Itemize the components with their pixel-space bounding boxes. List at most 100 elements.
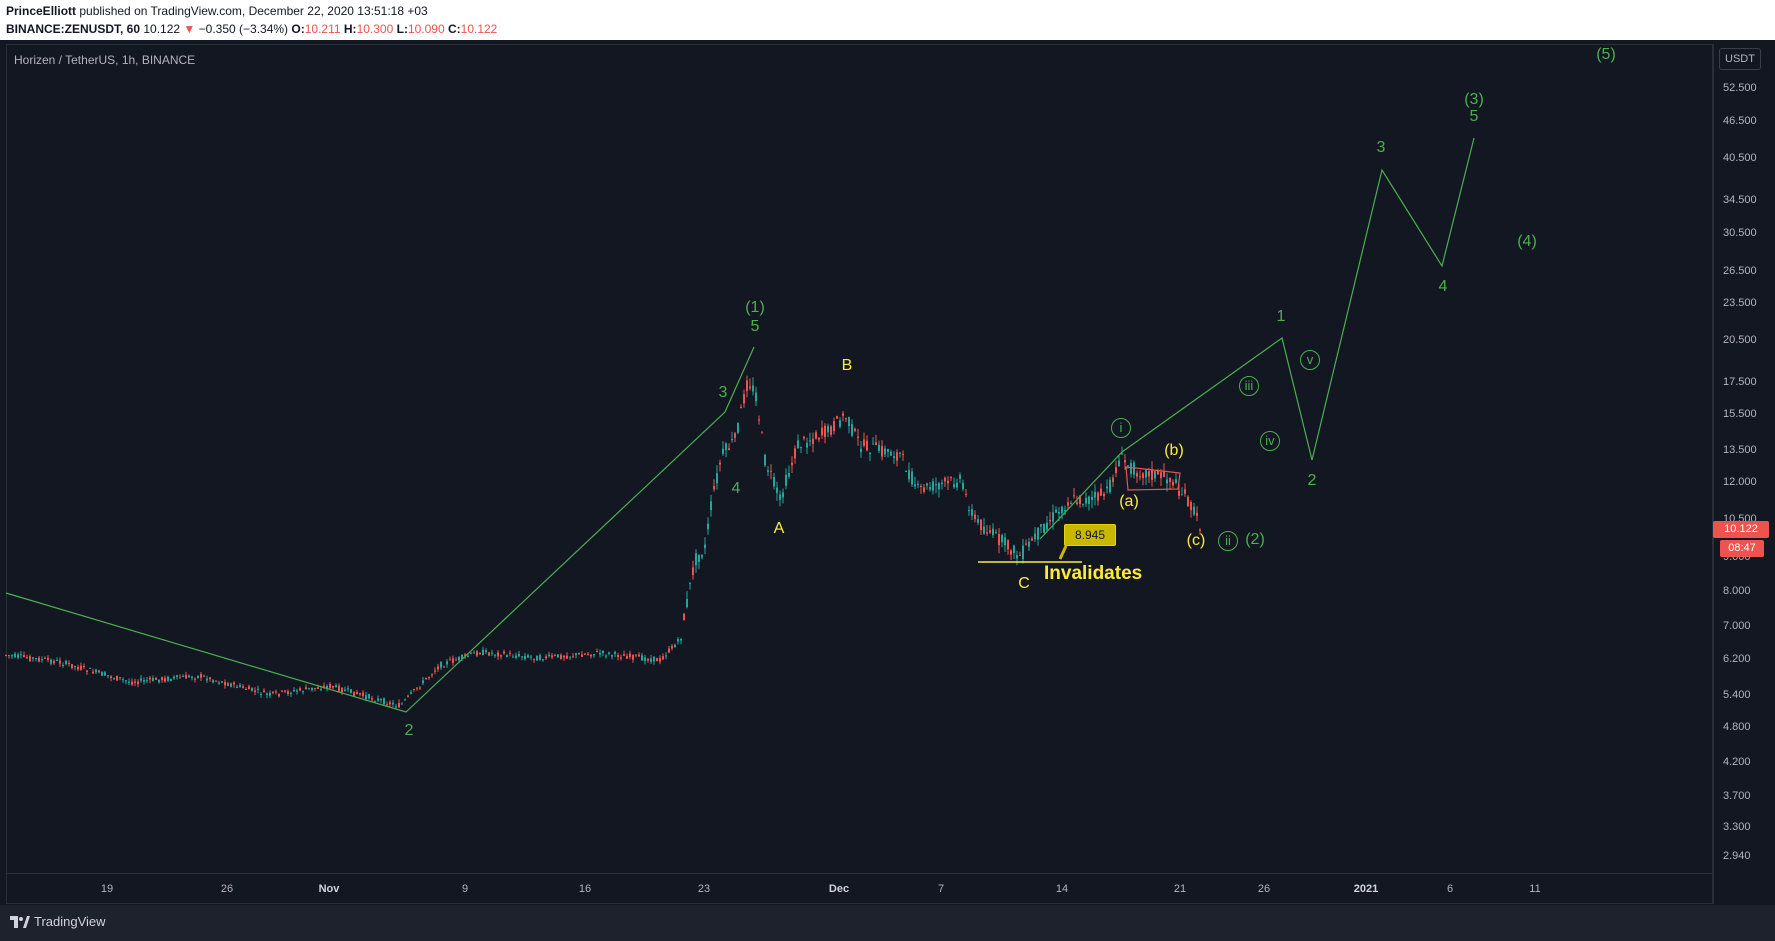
candle-body: [956, 482, 958, 488]
price-tick: 8.000: [1723, 585, 1751, 597]
candle-body: [662, 656, 664, 660]
candle-body: [746, 380, 748, 391]
candle-body: [434, 670, 436, 672]
candle-body: [17, 654, 19, 658]
circled-wave-label: iv: [1260, 431, 1280, 451]
candle-body: [140, 678, 142, 681]
candle-body: [608, 652, 610, 654]
price-tick: 5.400: [1723, 689, 1751, 701]
price-callout[interactable]: 8.945: [1064, 524, 1116, 546]
candle-body: [74, 665, 76, 667]
candle-body: [173, 676, 175, 679]
candle-body: [491, 652, 493, 654]
candle-body: [719, 462, 721, 465]
publish-info: published on TradingView.com, December 2…: [79, 4, 428, 18]
price-tick: 13.500: [1723, 444, 1757, 456]
candle-body: [791, 462, 793, 466]
candle-body: [803, 436, 805, 439]
candle-body: [782, 492, 784, 498]
tradingview-logo-icon[interactable]: [10, 914, 30, 930]
candle-body: [368, 694, 370, 699]
currency-button[interactable]: USDT: [1719, 48, 1761, 70]
candle-body: [476, 651, 478, 656]
candle-body: [713, 485, 715, 490]
candle-body: [320, 689, 322, 691]
price-scale[interactable]: [1713, 44, 1775, 904]
time-axis[interactable]: [6, 873, 1713, 906]
candle-body: [1061, 506, 1063, 514]
candle-body: [965, 493, 967, 495]
wave-label: (b): [1164, 442, 1184, 459]
candle-body: [998, 533, 1000, 546]
candle-body: [263, 690, 265, 693]
tradingview-brand[interactable]: TradingView: [34, 914, 106, 929]
candle-body: [647, 658, 649, 661]
wave-label: (5): [1596, 46, 1616, 63]
candle-body: [1019, 554, 1021, 556]
publisher-name[interactable]: PrinceElliott: [6, 4, 77, 18]
candle-body: [599, 652, 601, 655]
candle-body: [857, 436, 859, 438]
candle-body: [635, 654, 637, 656]
candle-body: [26, 657, 28, 659]
symbol-name[interactable]: BINANCE:ZENUSDT, 60: [6, 22, 141, 36]
candle-body: [446, 661, 448, 665]
candle-body: [458, 656, 460, 661]
candlestick-series: [5, 375, 1201, 710]
candle-body: [44, 657, 46, 659]
candle-body: [8, 655, 10, 657]
wave-label: (4): [1517, 233, 1537, 250]
candle-body: [1055, 509, 1057, 513]
candle-body: [854, 428, 856, 431]
candle-body: [815, 432, 817, 439]
price-tick: 34.500: [1723, 194, 1757, 206]
candle-body: [665, 655, 667, 657]
candle-body: [917, 483, 919, 485]
candle-body: [1187, 496, 1189, 507]
candle-body: [287, 691, 289, 695]
price-tick: 12.000: [1723, 476, 1757, 488]
candle-body: [704, 544, 706, 549]
candle-body: [884, 448, 886, 455]
candle-body: [653, 656, 655, 662]
candle-body: [947, 480, 949, 484]
candle-body: [146, 680, 148, 682]
candle-body: [743, 394, 745, 404]
candle-body: [572, 656, 574, 658]
candle-body: [707, 523, 709, 530]
candle-body: [152, 677, 154, 681]
time-tick: 16: [578, 883, 592, 895]
candle-body: [1010, 550, 1012, 555]
symbol-line: BINANCE:ZENUSDT, 60 10.122 ▼ −0.350 (−3.…: [6, 22, 497, 36]
candle-body: [515, 655, 517, 658]
candle-body: [560, 654, 562, 660]
candle-body: [245, 689, 247, 691]
candle-body: [80, 665, 82, 670]
candle-body: [569, 656, 571, 658]
candle-body: [992, 528, 994, 536]
candle-body: [455, 659, 457, 661]
price-tick: 46.500: [1723, 115, 1757, 127]
candle-body: [809, 440, 811, 442]
candle-body: [830, 426, 832, 435]
wave-label: C: [1018, 575, 1030, 592]
candle-body: [875, 442, 877, 446]
candle-body: [452, 658, 454, 663]
candle-body: [188, 675, 190, 678]
candle-body: [332, 685, 334, 688]
candle-body: [467, 655, 469, 657]
candle-body: [485, 650, 487, 653]
candle-body: [638, 654, 640, 657]
candle-body: [470, 652, 472, 654]
candle-body: [632, 654, 634, 660]
candle-body: [281, 690, 283, 692]
candle-body: [131, 681, 133, 685]
candle-body: [413, 689, 415, 691]
candle-body: [317, 687, 319, 690]
candle-body: [260, 694, 262, 696]
chart-pane[interactable]: [6, 44, 1713, 904]
candle-body: [863, 439, 865, 446]
candle-body: [215, 680, 217, 682]
candle-body: [881, 446, 883, 457]
